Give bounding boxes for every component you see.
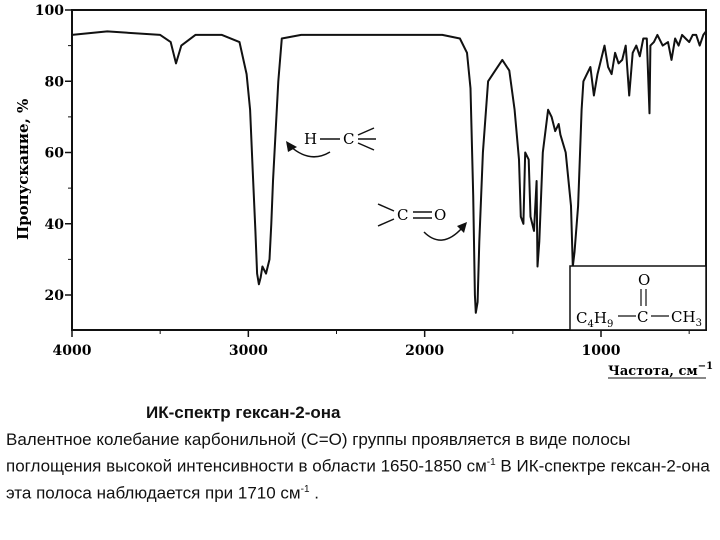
caption-body: Валентное колебание карбонильной (С=О) г… (6, 428, 710, 504)
x-tick-label: 3000 (229, 343, 268, 359)
x-axis-label: Частота, см−1 (608, 361, 713, 379)
structure-box: O C4H9 C CH3 (569, 265, 707, 331)
x-axis-label-text: Частота, см (608, 364, 698, 379)
plot-frame (71, 9, 707, 331)
ir-spectrum-chart: 100 80 60 40 20 4000 3000 2000 1000 Пропускание… (14, 3, 713, 379)
annotation-c-bond-up (357, 127, 375, 136)
structure-right-ch: CH (671, 308, 696, 326)
y-tick-label: 80 (45, 74, 65, 90)
caption-body-sup2: -1 (300, 483, 310, 495)
x-tick-label: 2000 (405, 343, 444, 359)
caption-title: ИК-спектр гексан-2-она (146, 403, 341, 422)
x-tick-label: 1000 (582, 343, 621, 359)
caption-body-part1: Валентное колебание карбонильной (С=О) г… (6, 430, 631, 476)
y-tick-label: 100 (35, 3, 64, 19)
annotation-co-bond-up (377, 203, 395, 212)
annotation-h-c-arrowhead (286, 141, 297, 152)
structure-right-sub: 3 (696, 318, 702, 329)
y-tick-label: 60 (45, 146, 65, 162)
x-tick-label: 4000 (53, 343, 92, 359)
structure-left-sub1: 4 (587, 319, 593, 330)
structure-left-group: C4H9 (576, 309, 613, 330)
structure-box-frame (569, 265, 707, 331)
annotation-co-c: C (397, 206, 408, 224)
x-axis-label-sup: −1 (698, 361, 713, 372)
annotation-co-bond-down (377, 218, 395, 227)
structure-left-sub2: 9 (607, 319, 613, 330)
annotation-co-o: O (434, 206, 446, 224)
caption-body-part3: . (309, 483, 319, 503)
x-axis: 4000 3000 2000 1000 (53, 330, 690, 359)
annotation-c: C (343, 130, 354, 148)
caption-body-part2: В ИК-спектре гексан-2-она эта полоса наб… (6, 456, 710, 503)
annotation-co-arrow (423, 227, 463, 241)
y-tick-label: 20 (45, 288, 65, 304)
caption-body-sup1: -1 (486, 457, 496, 468)
annotation-h-c: H C (286, 127, 376, 158)
annotation-h: H (304, 130, 317, 148)
structure-left-h: H (594, 309, 607, 327)
structure-left-c: C (576, 309, 587, 327)
structure-o: O (638, 271, 650, 289)
annotation-c-bond-down (357, 142, 375, 151)
annotation-c-o: C O (377, 203, 467, 241)
structure-mid-c: C (637, 308, 648, 326)
annotation-co-arrowhead (457, 222, 467, 233)
y-tick-label: 40 (45, 217, 65, 233)
structure-right-group: CH3 (671, 308, 702, 329)
y-axis: 100 80 60 40 20 (35, 3, 72, 304)
spectrum-line (71, 30, 707, 314)
y-axis-label: Пропускание, % (14, 99, 32, 240)
